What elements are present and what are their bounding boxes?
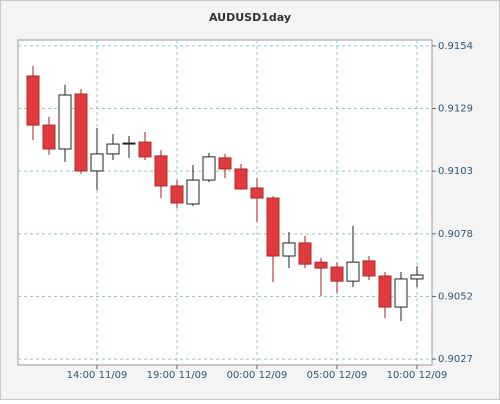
y-tick-label: 0.9027 xyxy=(438,354,473,365)
candle-body xyxy=(298,242,312,265)
chart-title: AUDUSD1day xyxy=(209,11,291,24)
candle-body xyxy=(410,274,424,280)
candle-body xyxy=(282,242,296,257)
candle-body xyxy=(74,93,88,172)
candle-body xyxy=(378,275,392,308)
candle-body xyxy=(250,187,264,199)
y-tick-label: 0.9103 xyxy=(438,166,473,177)
candle-body xyxy=(170,185,184,204)
y-tick-label: 0.9078 xyxy=(438,229,473,240)
x-tick-label: 10:00 12/09 xyxy=(387,370,448,381)
candle-body xyxy=(346,261,360,282)
x-tick-label: 19:00 11/09 xyxy=(147,370,208,381)
x-tick-label: 00:00 12/09 xyxy=(227,370,288,381)
candle-body xyxy=(106,143,120,155)
candle-body xyxy=(362,260,376,277)
candle-body xyxy=(234,168,248,190)
candle-body xyxy=(138,141,152,158)
candle-body xyxy=(218,157,232,170)
candle-body xyxy=(394,278,408,308)
x-tick-label: 05:00 12/09 xyxy=(307,370,368,381)
candle-body xyxy=(42,124,56,150)
candle-body xyxy=(266,197,280,257)
plot-area xyxy=(17,39,433,366)
candle-body xyxy=(186,179,200,205)
candle-body xyxy=(202,156,216,181)
candle-body xyxy=(314,261,328,269)
candle-body xyxy=(154,155,168,187)
candle-body xyxy=(122,142,136,145)
y-tick-label: 0.9052 xyxy=(438,291,473,302)
y-tick-label: 0.9129 xyxy=(438,104,473,115)
candle-body xyxy=(90,153,104,172)
candle-body xyxy=(330,266,344,282)
candle-body xyxy=(58,94,72,150)
candle-body xyxy=(26,75,40,126)
y-tick-label: 0.9154 xyxy=(438,41,473,52)
x-tick-label: 14:00 11/09 xyxy=(67,370,128,381)
